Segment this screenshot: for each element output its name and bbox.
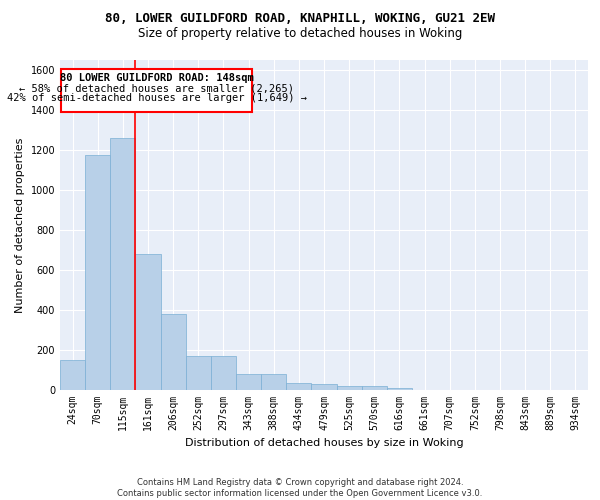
Text: Contains HM Land Registry data © Crown copyright and database right 2024.
Contai: Contains HM Land Registry data © Crown c… — [118, 478, 482, 498]
Bar — [311, 384, 337, 390]
Bar — [60, 360, 85, 390]
Bar — [337, 386, 362, 390]
Bar — [236, 374, 261, 390]
Bar — [362, 386, 387, 390]
Text: 80 LOWER GUILDFORD ROAD: 148sqm: 80 LOWER GUILDFORD ROAD: 148sqm — [60, 73, 254, 83]
Bar — [110, 138, 136, 390]
Bar — [186, 356, 211, 390]
Bar — [387, 388, 412, 390]
X-axis label: Distribution of detached houses by size in Woking: Distribution of detached houses by size … — [185, 438, 463, 448]
Text: 42% of semi-detached houses are larger (1,649) →: 42% of semi-detached houses are larger (… — [7, 93, 307, 103]
Bar — [136, 254, 161, 390]
Bar — [61, 69, 253, 112]
Bar — [286, 383, 311, 390]
Bar — [261, 374, 286, 390]
Text: ← 58% of detached houses are smaller (2,265): ← 58% of detached houses are smaller (2,… — [19, 83, 294, 93]
Text: Size of property relative to detached houses in Woking: Size of property relative to detached ho… — [138, 28, 462, 40]
Bar — [85, 155, 110, 390]
Bar — [161, 314, 186, 390]
Text: 80, LOWER GUILDFORD ROAD, KNAPHILL, WOKING, GU21 2EW: 80, LOWER GUILDFORD ROAD, KNAPHILL, WOKI… — [105, 12, 495, 26]
Bar — [211, 356, 236, 390]
Y-axis label: Number of detached properties: Number of detached properties — [15, 138, 25, 312]
